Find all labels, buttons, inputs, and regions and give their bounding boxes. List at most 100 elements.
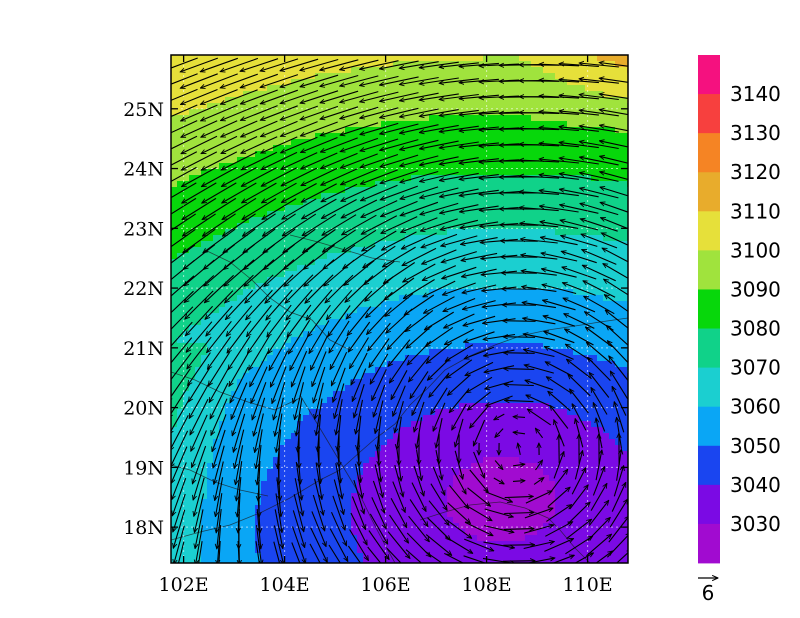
wind-vector <box>351 496 365 530</box>
wind-vector <box>335 463 342 499</box>
wind-vector <box>171 213 197 231</box>
wind-vector <box>544 538 573 552</box>
wind-vector <box>282 213 317 236</box>
wind-vector <box>579 126 619 133</box>
wind-vector <box>192 445 207 484</box>
wind-vector <box>188 367 211 402</box>
wind-vector <box>390 498 407 527</box>
wind-vector <box>184 259 215 286</box>
wind-vector <box>444 328 474 344</box>
wind-vector <box>426 342 453 364</box>
colorbar-swatch <box>698 406 720 447</box>
wind-vector <box>484 508 514 517</box>
wind-vector <box>171 259 195 281</box>
wind-vector <box>392 481 405 513</box>
wind-vector <box>280 89 319 104</box>
wind-vector <box>201 104 238 121</box>
wind-vector <box>422 249 457 264</box>
wind-vector <box>447 502 471 524</box>
wind-vector <box>504 385 534 386</box>
wind-vector <box>365 276 394 302</box>
wind-vector <box>240 58 279 72</box>
wind-vector <box>446 359 473 378</box>
wind-vector <box>188 352 211 386</box>
wind-vector <box>257 445 262 485</box>
wind-vector <box>207 320 232 352</box>
wind-vector <box>403 279 435 299</box>
wind-vector <box>281 152 318 170</box>
wind-vector <box>518 443 521 456</box>
wind-vector <box>201 135 238 155</box>
wind-vector <box>231 382 248 420</box>
wind-vector <box>273 541 281 563</box>
wind-vector <box>262 182 297 203</box>
wind-vector <box>328 305 351 337</box>
wind-vector <box>181 135 218 155</box>
wind-vector <box>260 89 298 104</box>
wind-vector <box>408 515 430 542</box>
wind-vector <box>494 460 503 470</box>
wind-vector <box>580 188 619 199</box>
wind-vector <box>599 94 628 99</box>
wind-vector <box>441 235 478 246</box>
wind-vector <box>411 386 427 416</box>
colorbar-swatch <box>698 523 720 564</box>
wind-vector <box>559 189 599 198</box>
wind-vector <box>171 73 198 85</box>
wind-vector <box>280 74 319 87</box>
wind-vector <box>184 275 215 303</box>
wind-vector <box>275 397 284 436</box>
wind-vector <box>346 290 373 319</box>
wind-vector <box>301 136 338 153</box>
wind-vector <box>521 255 558 260</box>
wind-vector <box>301 167 338 187</box>
wind-vector <box>415 449 422 480</box>
colorbar-swatch <box>698 94 720 134</box>
wind-vector <box>221 167 257 187</box>
wind-vector <box>591 388 608 415</box>
wind-vector <box>572 404 587 431</box>
wind-vector <box>202 182 237 203</box>
wind-vector <box>340 122 379 135</box>
wind-vector <box>303 229 336 253</box>
colorbar-swatch <box>698 250 720 290</box>
wind-vector <box>480 222 519 227</box>
colorbar-level-label: 3110 <box>730 199 781 223</box>
wind-vector <box>269 350 289 387</box>
wind-vector <box>383 262 416 284</box>
wind-vector <box>444 313 475 329</box>
wind-vector <box>407 340 432 365</box>
wind-vector <box>262 198 297 220</box>
wind-vector <box>195 509 204 548</box>
wind-vector <box>237 540 240 563</box>
wind-vector <box>541 253 578 262</box>
wind-vector <box>513 464 525 466</box>
wind-vector <box>583 281 616 298</box>
colorbar-legend: 3140 3130 3120 3110 3100 3090 3080 3070 3060 3050… <box>698 55 781 564</box>
wind-vector <box>503 529 534 530</box>
wind-vector <box>208 351 231 386</box>
wind-vector <box>580 173 619 182</box>
wind-vector <box>321 199 357 219</box>
contour-map-panel: 102E 104E 106E 108E 110E 18N 19N 20N 21N 22N 23N 2… <box>123 54 629 596</box>
wind-vector <box>435 449 442 480</box>
wind-vector <box>387 531 410 559</box>
wind-vector <box>342 214 377 235</box>
wind-vector <box>193 461 206 500</box>
wind-vector <box>363 245 396 268</box>
colorbar-level-label: 3140 <box>730 82 781 106</box>
wind-vector <box>320 59 359 70</box>
wind-vector <box>360 153 399 168</box>
colorbar-swatch <box>698 133 720 173</box>
wind-vector <box>171 290 194 314</box>
wind-vector <box>255 413 264 453</box>
wind-vector <box>264 259 295 287</box>
wind-vector <box>275 493 282 532</box>
colorbar-level-label: 3120 <box>730 160 781 184</box>
wind-vector <box>366 291 393 318</box>
wind-vector <box>221 120 258 138</box>
wind-vector <box>559 158 599 165</box>
wind-vector <box>399 108 439 117</box>
lat-tick-label: 25N <box>123 99 164 121</box>
wind-vector <box>202 213 236 236</box>
